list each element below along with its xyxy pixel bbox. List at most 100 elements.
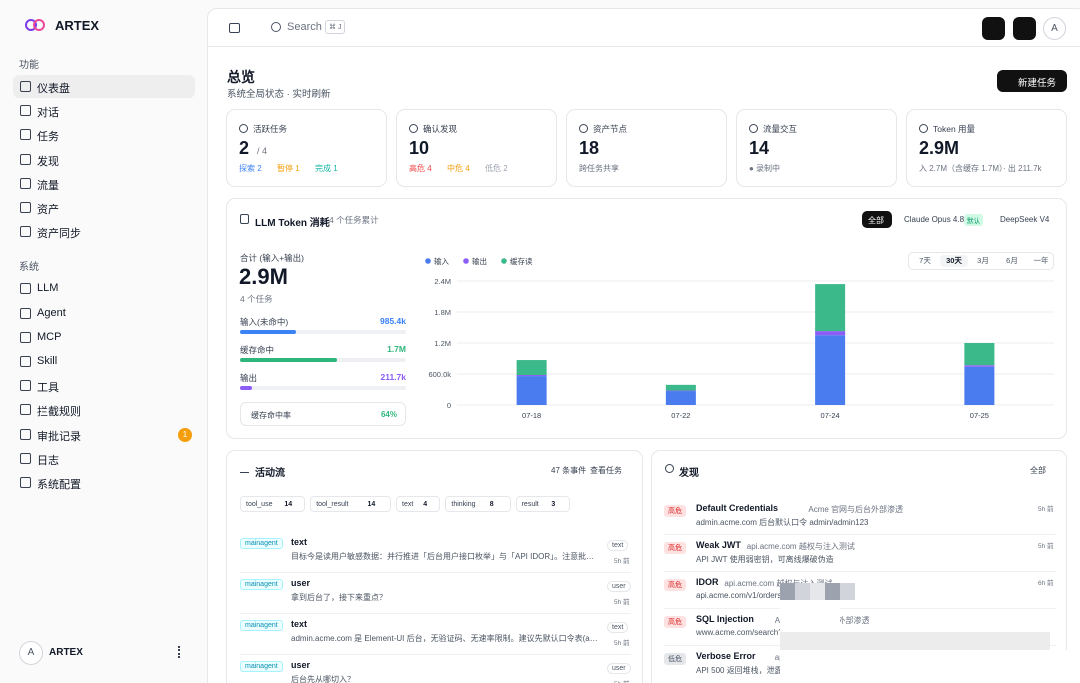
nav-label: 审批记录 [37,430,81,443]
user-menu[interactable] [178,646,182,658]
x-tick-label: 07-25 [970,411,989,420]
nav-item[interactable]: 流量 [13,172,195,195]
all-link[interactable]: 全部 [1030,466,1046,475]
legend-swatch [425,258,431,264]
nav-item[interactable]: 拦截规则 [13,398,195,421]
finding-desc: api.acme.com/v1/orders?id= [696,591,797,600]
panel-title: 发现 [679,468,699,479]
range-button[interactable]: 一年 [1033,256,1049,265]
tag-count: 3 [551,501,556,508]
nav-item[interactable]: 日志 [13,447,195,470]
settings-button[interactable] [982,17,1005,40]
nav-label: 对话 [37,107,59,120]
finding-task: api.acme.com 越权与注入测试 [746,542,855,551]
task-count: 4 个任务 [240,294,273,304]
range-group: 7天 30天 3月 6月 一年 [908,252,1054,270]
nav-label: 拦截规则 [37,406,81,419]
view-tasks-link[interactable]: 查看任务 [590,466,622,475]
nav-label: Skill [37,355,58,367]
icon [20,428,31,440]
stat-value: 2.9M [919,138,960,158]
event-time: 5h 前 [614,640,630,647]
nav-label: 仪表盘 [37,83,70,95]
nav-item[interactable]: Skill [13,350,195,373]
icon [20,177,31,189]
tag-count: 14 [284,501,293,508]
sidebar-toggle[interactable] [229,23,240,33]
stat-note: 完成 1 [315,164,338,173]
icon [20,105,31,117]
legend-swatch [501,258,507,264]
total-value: 2.9M [239,264,288,289]
nav-label: MCP [37,330,62,343]
theme-button[interactable] [1013,17,1036,40]
bar-segment [665,384,696,391]
range-button[interactable]: 30天 [940,255,968,267]
icon [665,464,674,473]
icon [20,81,31,92]
range-button[interactable]: 6月 [1006,256,1018,265]
tag-chip: result 3 [515,496,571,512]
nav-item[interactable]: 资产 [13,196,195,219]
usage-label: 输入(未命中) [240,317,289,327]
nav-item[interactable]: 工具 [13,374,195,397]
range-button[interactable]: 3月 [977,256,989,265]
event-badge: text [607,540,629,551]
logo-ring [33,19,45,31]
stat-suffix: / 4 [257,146,268,156]
filter-button[interactable]: 全部 [862,211,892,228]
header-rule [208,46,1080,47]
nav-item[interactable]: LLM [13,277,195,300]
finding-title: SQL Injection [696,614,754,624]
nav-item[interactable]: 仪表盘 [13,75,195,98]
default-tag: 默认 [964,214,983,226]
redaction [840,583,855,600]
cache-label: 缓存命中率 [251,411,291,420]
y-tick-label: 1.8M [434,308,451,317]
nav-item[interactable]: Agent [13,302,195,325]
bar-segment [964,343,995,366]
token-panel: LLM Token 消耗 4 个任务累计 全部 Claude Opus 4.8 默认 De… [226,198,1067,439]
stat-card: 确认发现 10 高危 4 中危 4 低危 2 [396,109,557,187]
finding-desc: API 500 返回堆栈，泄露路径 [696,666,799,675]
nav-item[interactable]: 对话 [13,99,195,122]
stat-card: 活跃任务 2 / 4 探索 2 暂停 1 完成 1 [226,109,387,187]
icon [20,356,31,367]
usage-bar [240,386,253,390]
filter-button[interactable]: Claude Opus 4.8 默认 [898,211,990,228]
agent-chip: mainagent [240,579,283,590]
bar-segment [815,331,846,336]
x-tick-label: 07-22 [671,411,690,420]
stat-label: 活跃任务 [253,124,288,134]
panel-title: LLM Token 消耗 [255,218,330,229]
new-task-button[interactable]: 新建任务 [997,70,1067,92]
nav-label: 资产同步 [37,228,81,241]
range-button[interactable]: 7天 [919,256,931,265]
icon [20,226,31,238]
filter-button[interactable]: DeepSeek V4 [994,211,1052,228]
tag-count: 14 [367,501,376,508]
event-type: text [291,537,308,547]
icon [239,124,248,133]
event-type: user [291,660,311,670]
nav-item[interactable]: 任务 [13,123,195,146]
stat-label: Token 用量 [933,124,976,134]
legend-label: 缓存读 [510,256,533,266]
main-panel: Search ⌘ J A 总览 系统全局状态 · 实时刷新 新建任务 活跃任务 2 / 4 探索 … [207,8,1080,683]
icon [749,124,758,133]
event-time: 5h 前 [614,599,630,606]
separator [240,654,631,655]
nav-item[interactable]: 审批记录 1 [13,423,195,446]
nav-item[interactable]: 发现 [13,148,195,171]
nav-item[interactable]: MCP [13,326,195,349]
event-type: user [291,578,311,588]
icon [20,380,31,392]
header-avatar[interactable]: A [1043,17,1066,40]
finding-time: 5h 前 [1038,543,1054,550]
icon [240,214,249,224]
agent-chip: mainagent [240,661,283,672]
x-tick-label: 07-18 [522,411,541,420]
search[interactable]: Search [287,21,322,33]
nav-item[interactable]: 资产同步 [13,220,195,243]
nav-item[interactable]: 系统配置 [13,471,195,494]
